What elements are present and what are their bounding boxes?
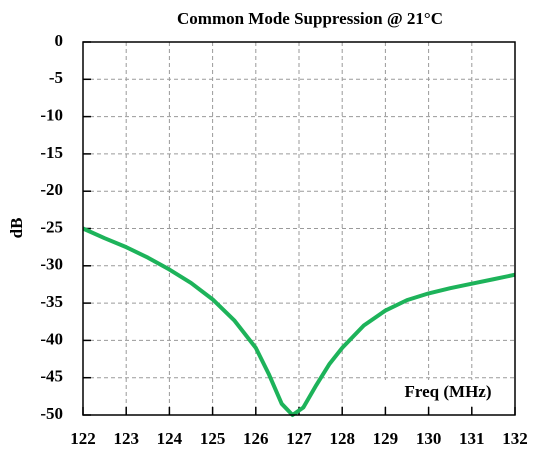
x-tick-label: 132	[502, 429, 528, 448]
x-tick-label: 131	[459, 429, 485, 448]
y-tick-label: -20	[40, 180, 63, 199]
x-tick-label: 124	[157, 429, 183, 448]
y-tick-label: -5	[49, 68, 63, 87]
y-axis-label: dB	[7, 218, 26, 239]
x-tick-label: 129	[373, 429, 399, 448]
line-series	[83, 226, 515, 417]
plot-frame	[82, 41, 516, 416]
y-tick-label: -50	[40, 404, 63, 423]
y-tick-label: -25	[40, 217, 63, 236]
y-tick-label: -35	[40, 292, 63, 311]
x-tick-label: 127	[286, 429, 312, 448]
x-tick-label: 130	[416, 429, 442, 448]
x-tick-label: 125	[200, 429, 226, 448]
x-tick-label: 123	[113, 429, 139, 448]
x-label-background	[380, 380, 512, 406]
x-tick-label: 126	[243, 429, 269, 448]
chart-title: Common Mode Suppression @ 21°C	[177, 9, 443, 28]
y-tick-label: -40	[40, 329, 63, 348]
x-tick-label: 122	[70, 429, 96, 448]
y-tick-label: -10	[40, 106, 63, 125]
y-tick-label: -15	[40, 143, 63, 162]
x-axis-label: Freq (MHz)	[404, 382, 491, 401]
y-tick-label: -30	[40, 255, 63, 274]
y-tick-label: 0	[55, 31, 64, 50]
y-tick-label: -45	[40, 367, 63, 386]
x-tick-label: 128	[329, 429, 355, 448]
